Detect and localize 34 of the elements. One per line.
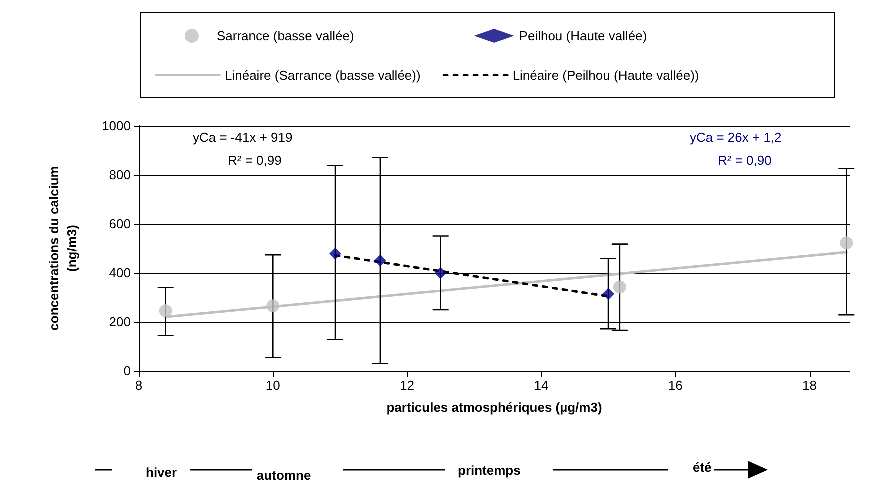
annotation: yCa = -41x + 919 xyxy=(193,130,293,145)
y-tick-label: 400 xyxy=(109,266,131,280)
annotation: R² = 0,90 xyxy=(718,153,772,168)
point xyxy=(374,254,386,267)
y-tick-label: 600 xyxy=(109,216,131,232)
x-tick-label: 10 xyxy=(266,378,280,393)
annotation: R² = 0,99 xyxy=(228,153,282,168)
y-tick-label: 800 xyxy=(109,168,131,182)
point xyxy=(840,236,854,250)
x-axis-title: particules atmosphériques (µg/m3) xyxy=(386,400,602,415)
legend-label: Sarrance (basse vallée) xyxy=(217,28,354,44)
point xyxy=(330,248,342,260)
x-tick-label: 8 xyxy=(135,378,143,393)
point xyxy=(613,280,626,294)
text: printemps xyxy=(458,463,521,478)
y-tick-label: 1000 xyxy=(102,118,131,134)
y-axis-title: concentrations du calcium (ng/m3) xyxy=(46,166,80,331)
x-tick-label: 14 xyxy=(534,378,549,393)
y-tick-label: 0 xyxy=(124,364,131,378)
text: automne xyxy=(257,468,312,483)
x-tick-label: 16 xyxy=(668,378,683,393)
point xyxy=(434,267,447,280)
annotation: yCa = 26x + 1,2 xyxy=(690,130,782,145)
y-tick-label: 200 xyxy=(109,314,131,330)
legend-label: Linéaire (Peilhou (Haute vallée)) xyxy=(512,68,700,83)
point xyxy=(266,300,280,313)
point xyxy=(159,304,172,318)
legend-label: Linéaire (Sarrance (basse vallée)) xyxy=(225,68,421,83)
legend-label: Peilhou (Haute vallée) xyxy=(519,28,648,44)
x-tick-label: 18 xyxy=(802,378,817,393)
point xyxy=(602,288,615,300)
text: hiver xyxy=(146,465,178,480)
text: été xyxy=(693,460,712,475)
x-tick-label: 12 xyxy=(400,378,415,393)
